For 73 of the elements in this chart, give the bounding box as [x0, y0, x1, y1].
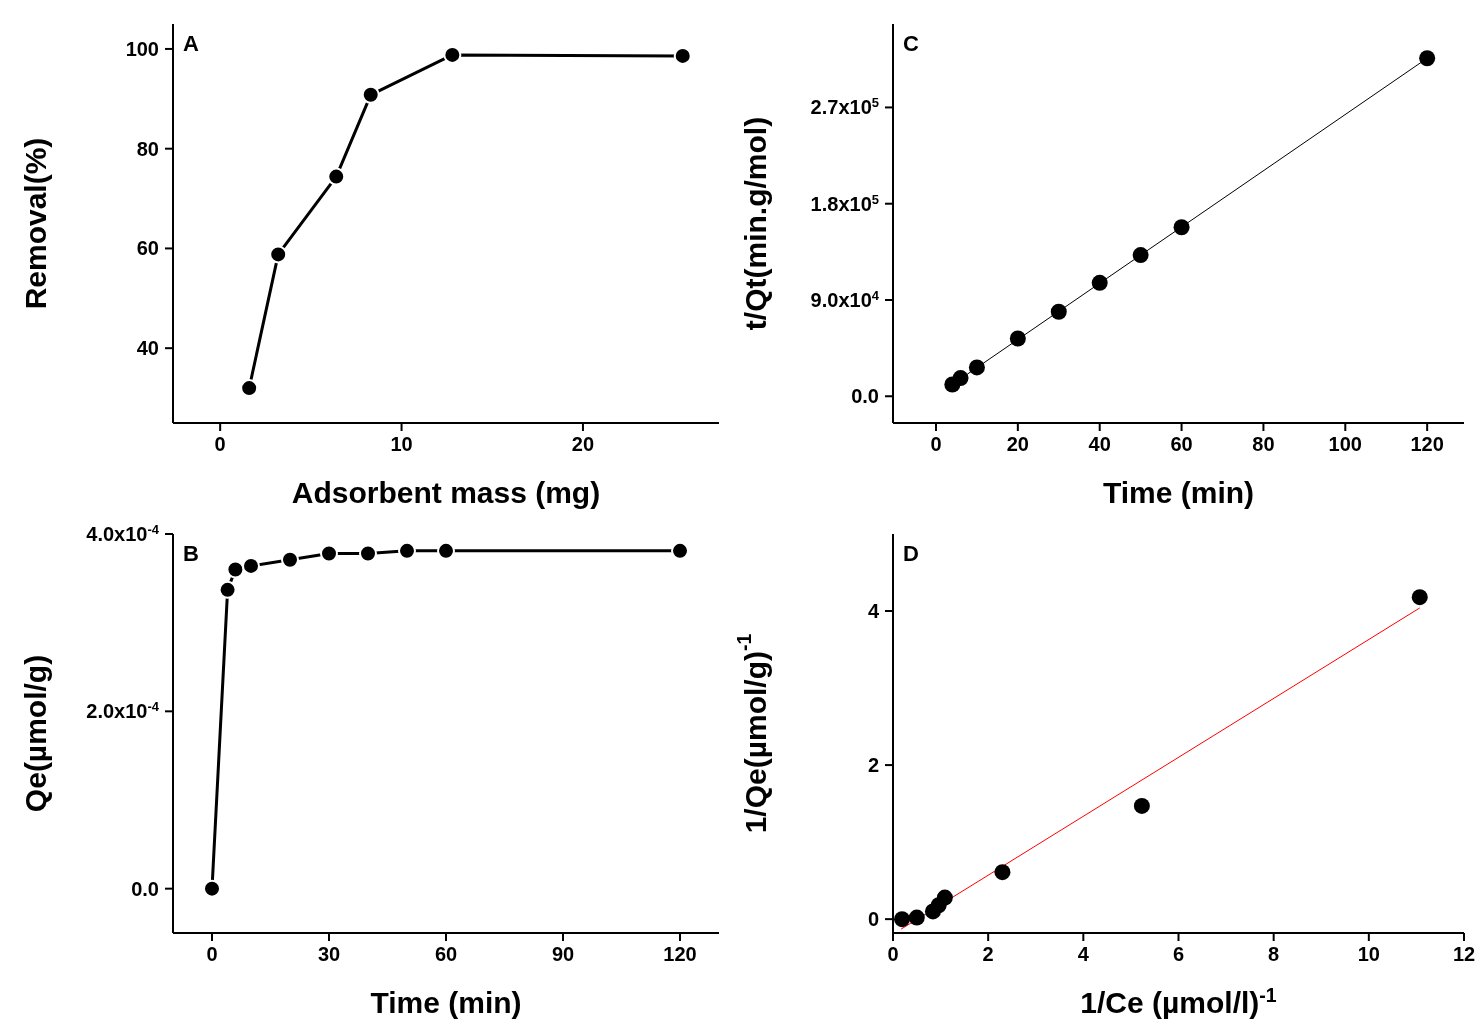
y-tick-label: 0 [867, 908, 879, 931]
point [968, 359, 985, 376]
point [320, 544, 338, 563]
x-tick-label: 100 [1328, 433, 1362, 455]
y-tick-label: 9.0x10$^{4}$ [810, 287, 880, 311]
point [437, 541, 455, 560]
y-tick-label: 1.8x10$^{5}$ [810, 191, 879, 215]
y-tick-label: 2.7x10$^{5}$ [810, 94, 879, 119]
x-tick-label: 2 [982, 943, 994, 965]
x-tick-label: 0 [206, 943, 218, 965]
x-axis-title: Time (min) [1102, 476, 1255, 509]
point [994, 864, 1011, 881]
x-tick-label: 0 [214, 433, 226, 455]
x-tick-label: 20 [571, 433, 595, 455]
point [203, 879, 221, 898]
annotation: C [903, 31, 919, 56]
x-tick-label: 10 [1357, 943, 1380, 965]
point [1411, 589, 1428, 606]
point [1091, 274, 1108, 291]
point [269, 245, 288, 264]
point [1009, 330, 1026, 347]
x-tick-label: 30 [317, 943, 341, 965]
point [1050, 303, 1067, 320]
x-tick-label: 4 [1077, 943, 1090, 965]
y-tick-label: 0.0 [131, 877, 159, 900]
point [952, 370, 969, 387]
x-tick-label: 12 [1452, 943, 1476, 965]
x-axis-title: Time (min) [370, 986, 522, 1019]
y-tick-label: 40 [136, 337, 159, 360]
point [671, 541, 689, 560]
point [361, 85, 380, 104]
y-tick-label: 2 [867, 754, 879, 777]
x-tick-label: 60 [1170, 433, 1193, 455]
point [894, 911, 911, 928]
point [1419, 50, 1436, 67]
y-tick-label: 4 [867, 600, 880, 623]
x-tick-label: 6 [1172, 943, 1185, 965]
point [1133, 797, 1150, 814]
annotation: A [183, 31, 199, 56]
x-tick-label: 20 [1006, 433, 1029, 455]
x-tick-label: 120 [1410, 433, 1444, 455]
x-axis-title: Adsorbent mass (mg) [291, 476, 601, 509]
x-tick-label: 120 [663, 943, 697, 965]
y-tick-label: 100 [125, 37, 159, 60]
point [281, 550, 299, 569]
x-tick-label: 8 [1268, 943, 1280, 965]
annotation: D [903, 541, 919, 566]
annotation: B [183, 541, 199, 566]
point [908, 909, 925, 926]
point [1173, 219, 1190, 236]
x-tick-label: 60 [434, 943, 458, 965]
x-tick-label: 80 [1252, 433, 1275, 455]
x-tick-label: 0 [930, 433, 942, 455]
point [327, 167, 346, 186]
x-tick-label: 40 [1088, 433, 1111, 455]
point [936, 889, 953, 906]
point [359, 544, 377, 563]
x-tick-label: 90 [551, 943, 575, 965]
x-tick-label: 0 [887, 943, 899, 965]
x-tick-label: 10 [390, 433, 413, 455]
y-axis-title: t/Qt(min.g/mol) [738, 116, 772, 331]
y-tick-label: 80 [136, 137, 159, 160]
point [226, 560, 245, 579]
point [218, 580, 237, 599]
y-tick-label: 60 [136, 237, 159, 260]
point [398, 541, 416, 560]
x-axis-title: 1/Ce (µmol/l)$^{-1}$ [1080, 984, 1277, 1019]
y-tick-label: 0.0 [851, 385, 879, 408]
y-tick-label: 2.0x10$^{-4}$ [86, 698, 160, 723]
point [1132, 247, 1149, 264]
y-axis-title: Removal(%) [18, 137, 52, 310]
y-tick-label: 4.0x10$^{-4}$ [86, 521, 160, 545]
y-axis-title: Qe(µmol/g) [18, 654, 52, 813]
